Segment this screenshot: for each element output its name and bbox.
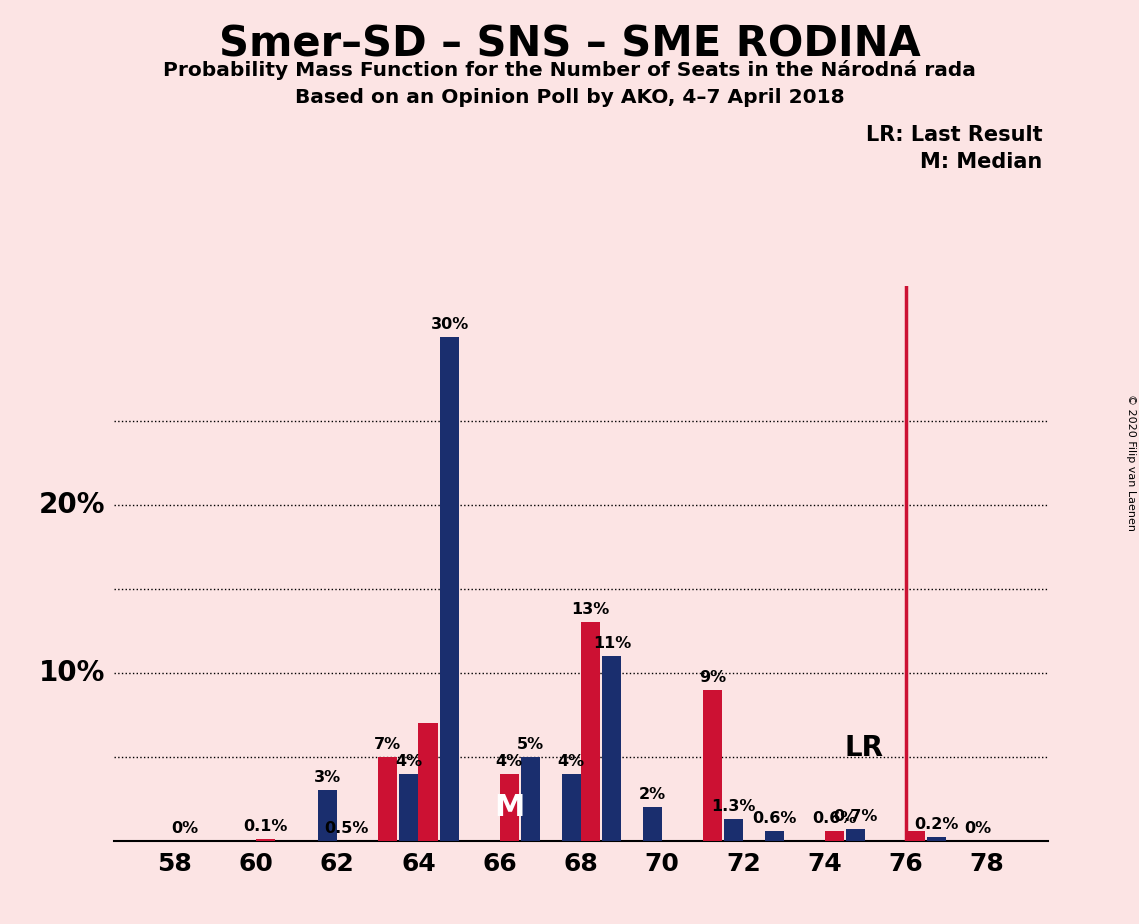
Text: 4%: 4% — [395, 754, 423, 769]
Bar — [440, 337, 459, 841]
Text: 13%: 13% — [572, 602, 609, 617]
Text: 11%: 11% — [592, 636, 631, 651]
Text: 0.6%: 0.6% — [812, 810, 857, 826]
Text: 0.7%: 0.7% — [834, 809, 878, 824]
Text: 0.6%: 0.6% — [752, 810, 796, 826]
Bar — [378, 757, 396, 841]
Text: 2%: 2% — [639, 787, 666, 802]
Bar — [256, 839, 276, 841]
Bar — [581, 623, 600, 841]
Text: 0.5%: 0.5% — [325, 821, 369, 836]
Text: M: M — [494, 793, 524, 821]
Text: 30%: 30% — [431, 317, 468, 332]
Bar — [500, 773, 518, 841]
Text: M: Median: M: Median — [920, 152, 1042, 173]
Bar — [318, 790, 337, 841]
Text: LR: Last Result: LR: Last Result — [866, 125, 1042, 145]
Bar — [400, 773, 418, 841]
Text: 1.3%: 1.3% — [712, 799, 756, 814]
Text: 9%: 9% — [698, 670, 726, 685]
Bar — [522, 757, 540, 841]
Text: 5%: 5% — [517, 736, 544, 752]
Text: 0%: 0% — [171, 821, 198, 836]
Text: 0.1%: 0.1% — [244, 819, 288, 834]
Bar — [418, 723, 437, 841]
Text: Probability Mass Function for the Number of Seats in the Národná rada: Probability Mass Function for the Number… — [163, 60, 976, 80]
Text: 4%: 4% — [495, 754, 523, 769]
Bar — [644, 808, 662, 841]
Bar — [765, 831, 784, 841]
Text: 4%: 4% — [558, 754, 585, 769]
Text: 3%: 3% — [314, 771, 342, 785]
Bar — [825, 831, 844, 841]
Bar — [703, 689, 722, 841]
Bar — [846, 829, 866, 841]
Bar — [906, 831, 925, 841]
Text: Smer–SD – SNS – SME RODINA: Smer–SD – SNS – SME RODINA — [219, 23, 920, 65]
Bar — [927, 837, 947, 841]
Text: 0%: 0% — [964, 821, 991, 836]
Text: 20%: 20% — [39, 491, 105, 519]
Text: 7%: 7% — [374, 736, 401, 752]
Text: 10%: 10% — [39, 659, 105, 687]
Text: © 2020 Filip van Laenen: © 2020 Filip van Laenen — [1126, 394, 1136, 530]
Bar — [603, 656, 622, 841]
Bar — [562, 773, 581, 841]
Text: Based on an Opinion Poll by AKO, 4–7 April 2018: Based on an Opinion Poll by AKO, 4–7 Apr… — [295, 88, 844, 107]
Bar — [724, 819, 744, 841]
Text: LR: LR — [844, 735, 884, 762]
Text: 0.2%: 0.2% — [915, 818, 959, 833]
